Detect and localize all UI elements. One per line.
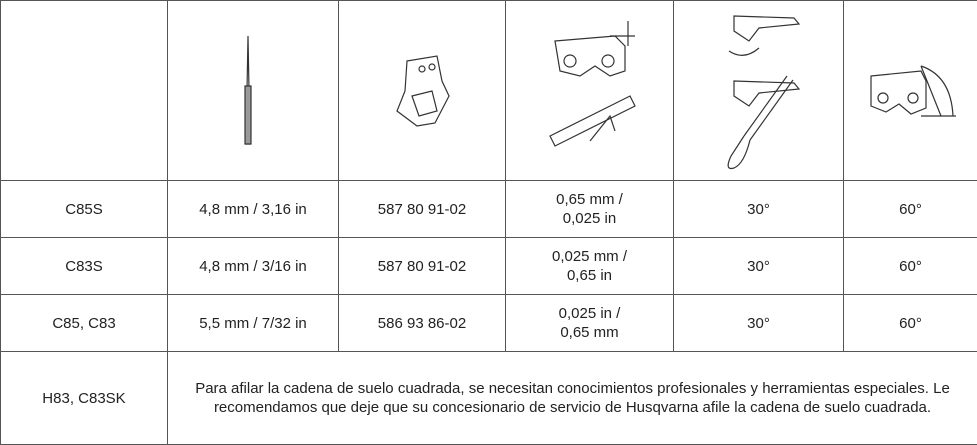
file-angle-icon xyxy=(709,6,809,176)
table-cell: C85, C83 xyxy=(1,295,168,352)
cell-line: 0,025 in xyxy=(512,209,667,228)
table-cell: H83, C83SK xyxy=(1,352,168,445)
file-icon xyxy=(238,26,268,156)
cell-line: 0,65 mm xyxy=(512,323,667,342)
cell-line: 0,65 mm / xyxy=(512,190,667,209)
cell-line: 0,025 mm / xyxy=(512,247,667,266)
table-cell: C85S xyxy=(1,181,168,238)
table-cell: 0,025 in /0,65 mm xyxy=(506,295,674,352)
table-cell: C83S xyxy=(1,238,168,295)
table-cell: 30° xyxy=(674,238,844,295)
empty-cell xyxy=(1,1,168,181)
table-cell: 30° xyxy=(674,181,844,238)
table-cell: 5,5 mm / 7/32 in xyxy=(168,295,339,352)
table-cell: 0,65 mm /0,025 in xyxy=(506,181,674,238)
cell-line: 0,025 in / xyxy=(512,304,667,323)
icon-row xyxy=(1,1,977,181)
table-cell: 60° xyxy=(844,238,977,295)
cell-line: 0,65 in xyxy=(512,266,667,285)
table-cell: 60° xyxy=(844,181,977,238)
gauge-icon-cell xyxy=(339,1,506,181)
table-cell: 60° xyxy=(844,295,977,352)
depth-gauge-icon xyxy=(540,16,640,166)
top-plate-angle-icon xyxy=(861,46,961,136)
gauge-icon xyxy=(387,51,457,131)
top-plate-angle-icon-cell xyxy=(844,1,977,181)
table-cell: 4,8 mm / 3,16 in xyxy=(168,181,339,238)
file-icon-cell xyxy=(168,1,339,181)
table-cell: 4,8 mm / 3/16 in xyxy=(168,238,339,295)
file-angle-icon-cell xyxy=(674,1,844,181)
table-cell: 587 80 91-02 xyxy=(339,238,506,295)
table-cell: 30° xyxy=(674,295,844,352)
table-cell: 0,025 mm /0,65 in xyxy=(506,238,674,295)
table-cell: 587 80 91-02 xyxy=(339,181,506,238)
table-cell: 586 93 86-02 xyxy=(339,295,506,352)
table-cell: Para afilar la cadena de suelo cuadrada,… xyxy=(168,352,977,445)
depth-gauge-icon-cell xyxy=(506,1,674,181)
